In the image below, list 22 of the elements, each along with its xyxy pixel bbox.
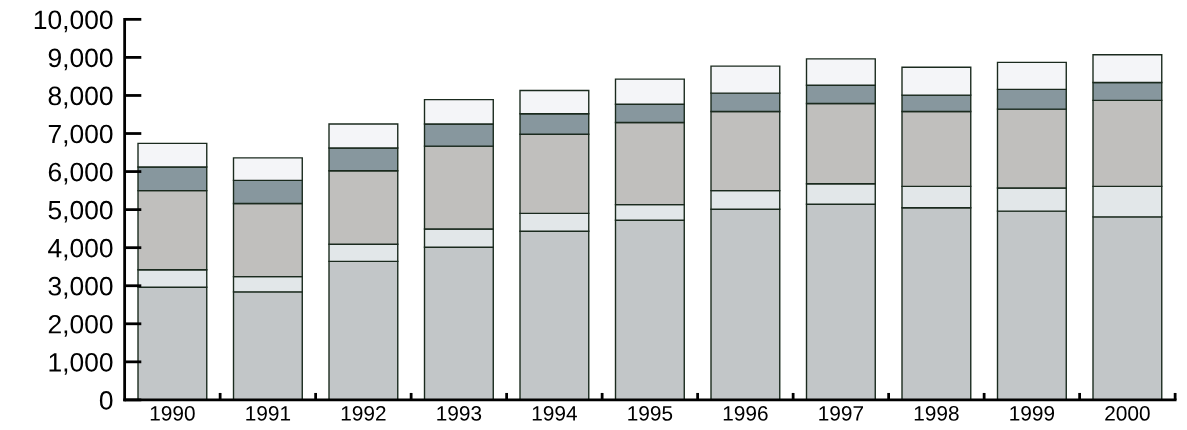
- x-tick-label: 1996: [723, 406, 768, 421]
- x-tick-label: 1992: [341, 406, 386, 421]
- y-tick-label: 9,000: [48, 48, 113, 71]
- y-tick-label: 8,000: [48, 86, 113, 109]
- x-tick-label: 1993: [437, 406, 482, 421]
- y-tick-label: 0: [99, 391, 113, 410]
- x-tick-label: 1997: [819, 406, 864, 421]
- y-tick-label: 5,000: [48, 200, 113, 223]
- x-tick-label: 1995: [628, 406, 673, 421]
- x-tick-label: 1998: [914, 406, 959, 421]
- y-tick-label: 10,000: [34, 10, 113, 33]
- x-tick-label: 1999: [1010, 406, 1055, 421]
- y-tick-label: 7,000: [48, 124, 113, 147]
- y-tick-label: 1,000: [49, 352, 113, 375]
- x-tick-label: 1994: [532, 406, 577, 421]
- y-tick-label: 6,000: [48, 162, 113, 185]
- x-tick-label: 1990: [150, 406, 195, 421]
- y-tick-label: 3,000: [48, 276, 113, 299]
- y-tick-label: 2,000: [48, 314, 113, 337]
- x-tick-label: 2000: [1105, 406, 1150, 421]
- y-tick-label: 4,000: [48, 238, 113, 261]
- x-tick-label: 1991: [246, 406, 291, 421]
